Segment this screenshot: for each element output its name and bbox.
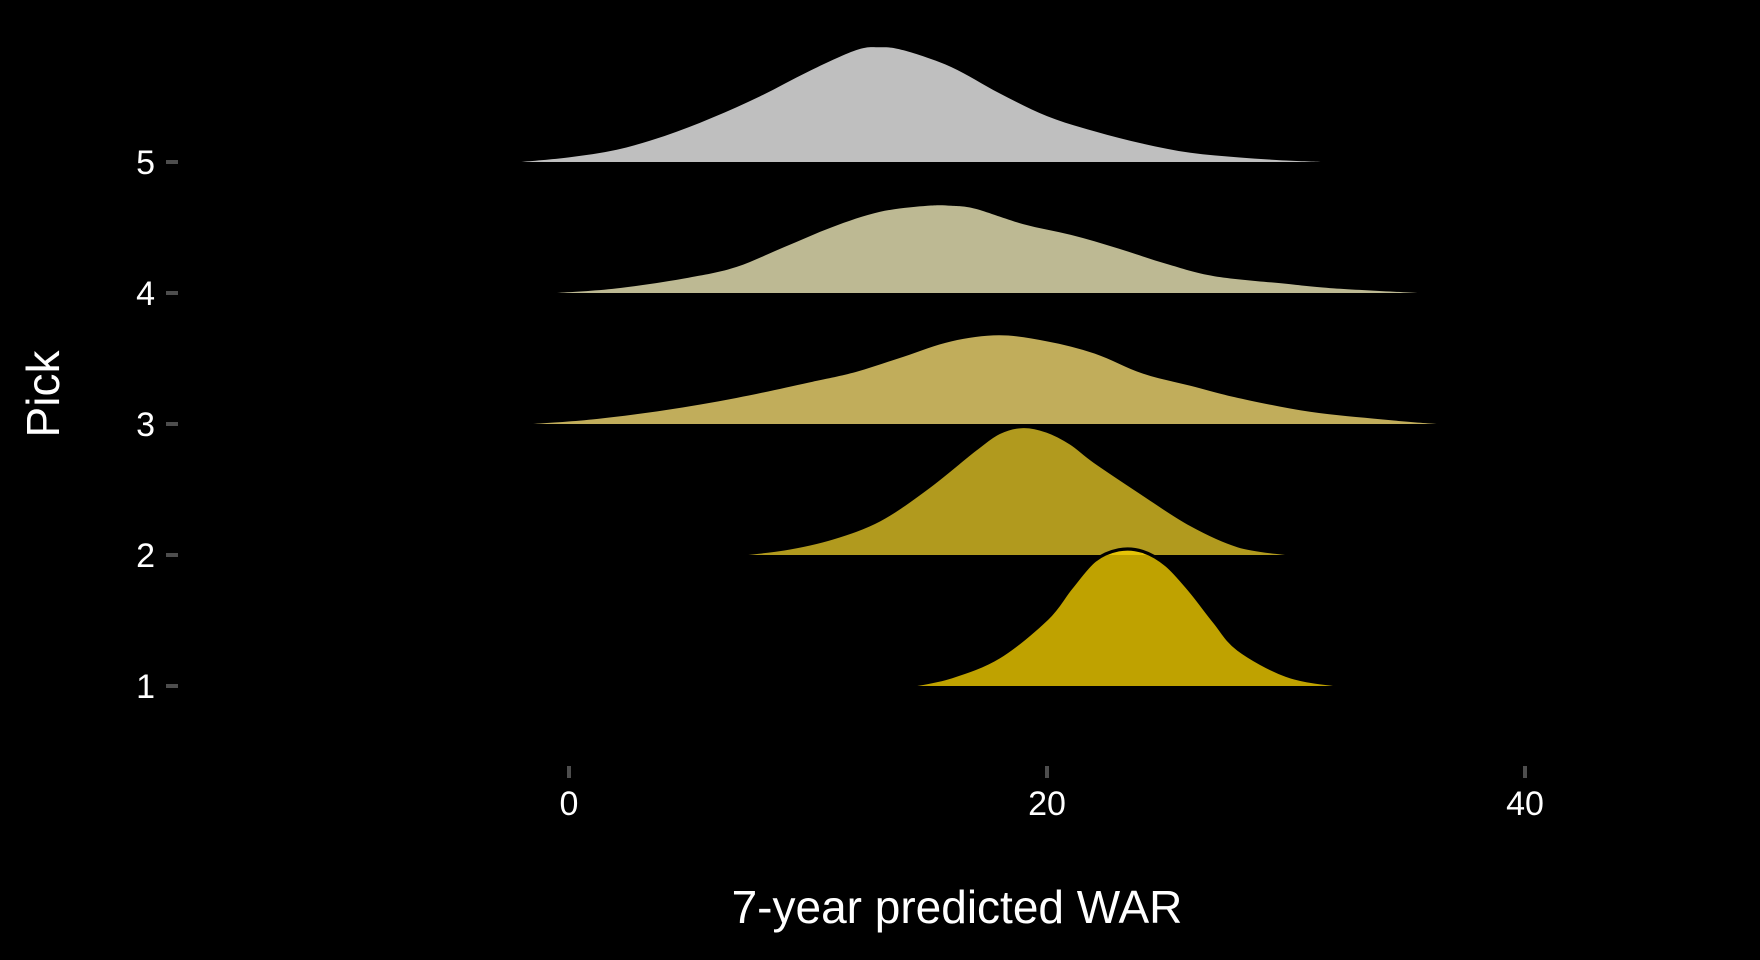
x-tick-label: 40	[1506, 785, 1544, 823]
ridge-pick-4	[557, 205, 1418, 293]
density-ridges	[521, 47, 1437, 688]
density-area-pick-3	[533, 335, 1437, 424]
y-axis-title: Pick	[17, 350, 69, 438]
ridge-pick-5	[521, 47, 1322, 162]
y-tick-label: 1	[136, 668, 155, 706]
density-outline-pick-1	[908, 547, 1365, 688]
ridge-pick-2	[731, 424, 1306, 557]
density-area-pick-1	[908, 548, 1365, 686]
density-outline-pick-2	[731, 424, 1306, 557]
y-tick-label: 5	[136, 144, 155, 182]
y-tick-label: 3	[136, 406, 155, 444]
x-tick-label: 0	[560, 785, 579, 823]
ridge-pick-1	[908, 547, 1365, 688]
y-axis: 1 2 3 4 5	[136, 144, 178, 706]
density-area-pick-4	[557, 205, 1418, 293]
x-tick-label: 20	[1028, 785, 1066, 823]
density-area-pick-5	[521, 47, 1322, 162]
y-tick-label: 2	[136, 537, 155, 575]
ridge-pick-3	[533, 335, 1437, 424]
x-axis-title: 7-year predicted WAR	[732, 881, 1183, 933]
y-tick-label: 4	[136, 275, 155, 313]
x-axis: 0 20 40	[560, 766, 1544, 823]
